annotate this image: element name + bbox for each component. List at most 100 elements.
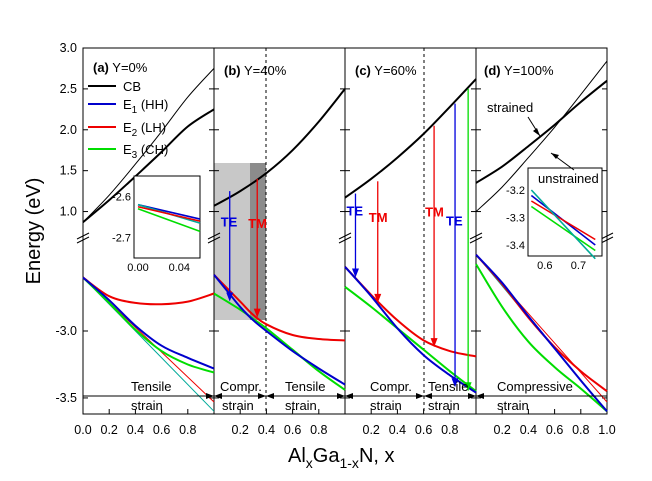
x-tick-label: 0.4 bbox=[127, 423, 144, 437]
x-tick-label: 0.8 bbox=[310, 423, 327, 437]
x-tick-label: 0.2 bbox=[363, 423, 380, 437]
inset-d-layer: 0.6 0.7 -3.2 -3.3 -3.4 bbox=[506, 185, 596, 272]
inset-d-x-tick: 0.7 bbox=[571, 260, 586, 272]
transition-arrowhead-2-2 bbox=[430, 338, 438, 348]
e2-line-0 bbox=[82, 276, 215, 306]
x-tick-label: 0.6 bbox=[415, 423, 432, 437]
annotation-strained-arrowhead bbox=[533, 128, 540, 136]
strain-c-right-top: Tensile bbox=[428, 379, 468, 394]
strain-b-right-bottom: strain bbox=[285, 398, 317, 413]
x-tick-label: 0.6 bbox=[284, 423, 301, 437]
panel-c-label: (c) Y=60% bbox=[355, 63, 417, 78]
y-tick-label: 1.5 bbox=[60, 164, 77, 178]
transition-label-1-0: TE bbox=[221, 214, 238, 229]
e3-line-0 bbox=[82, 276, 215, 374]
transition-arrowhead-2-0 bbox=[351, 268, 359, 278]
annotation-unstrained-arrowhead bbox=[551, 153, 559, 159]
strain-b-left-top: Compr. bbox=[220, 379, 262, 394]
legend-label-e3: E3 (CH) bbox=[123, 142, 168, 161]
x-tick-label: 0.2 bbox=[232, 423, 249, 437]
inset-d-line bbox=[530, 189, 596, 260]
y-tick-label: 1.0 bbox=[60, 205, 77, 219]
cb-strained-line-3 bbox=[475, 79, 608, 184]
strain-c-right-bottom: strain bbox=[428, 398, 460, 413]
strain-c-left-top: Compr. bbox=[370, 379, 412, 394]
y-axis-title: Energy (eV) bbox=[23, 178, 45, 285]
inset-d-y-tick: -3.3 bbox=[506, 213, 525, 225]
x-tick-label: 0.6 bbox=[153, 423, 170, 437]
x-tick-label: 0.2 bbox=[494, 423, 511, 437]
x-tick-label: 0.4 bbox=[389, 423, 406, 437]
inset-d-y-tick: -3.2 bbox=[506, 185, 525, 197]
axis-break-marks bbox=[76, 232, 614, 244]
legend-label-e2: E2 (LH) bbox=[123, 120, 166, 139]
inset-a-x-tick: 0.00 bbox=[127, 262, 148, 274]
y-tick-label: -3.0 bbox=[55, 324, 77, 338]
cb-unstrained-line-3 bbox=[475, 60, 608, 212]
inset-d-y-tick: -3.4 bbox=[506, 240, 525, 252]
panel-b-label: (b) Y=40% bbox=[224, 63, 287, 78]
strain-a-top: Tensile bbox=[131, 379, 171, 394]
strain-c-left-bottom: strain bbox=[370, 398, 402, 413]
inset-d-x-tick: 0.6 bbox=[537, 260, 552, 272]
transition-label-1-1: TM bbox=[248, 216, 267, 231]
legend-label-e1: E1 (HH) bbox=[123, 97, 168, 116]
cb-line-1 bbox=[213, 88, 346, 207]
y-tick-label: 3.0 bbox=[60, 41, 77, 55]
transition-label-2-0: TE bbox=[346, 204, 363, 219]
inset-a-y-tick: -2.7 bbox=[112, 233, 131, 245]
legend-label-cb: CB bbox=[123, 79, 141, 94]
inset-a-x-tick: 0.04 bbox=[169, 262, 190, 274]
e1-line-3 bbox=[475, 254, 608, 412]
ticks-layer: 1.0 1.5 2.0 2.5 3.0 -3.5 -3.0 0.0 0.2 0.4 0.6 0.8 0.… bbox=[55, 41, 615, 437]
cb-unstrained-line-0 bbox=[82, 68, 215, 223]
y-tick-label: -3.5 bbox=[55, 391, 77, 405]
strain-d-top: Compressive bbox=[497, 379, 573, 394]
transition-label-2-2: TM bbox=[425, 204, 444, 219]
annotation-strained: strained bbox=[487, 100, 533, 115]
legend: CB E1 (HH) E2 (LH) E3 (CH) bbox=[88, 79, 168, 161]
x-tick-label: 1.0 bbox=[598, 423, 615, 437]
e2-line-1 bbox=[213, 274, 346, 342]
inset-a-y-tick: -2.6 bbox=[112, 192, 131, 204]
cb-strained-line-0 bbox=[82, 108, 215, 223]
x-tick-label: 0.8 bbox=[441, 423, 458, 437]
x-tick-label: 0.2 bbox=[101, 423, 118, 437]
transition-arrowhead-2-3 bbox=[451, 378, 459, 388]
transition-label-2-3: TE bbox=[446, 213, 463, 228]
x-tick-label: 0.4 bbox=[520, 423, 537, 437]
x-tick-label: 0.8 bbox=[572, 423, 589, 437]
x-tick-label: 0.4 bbox=[258, 423, 275, 437]
inset-d-line bbox=[530, 200, 596, 241]
shade-dark-region bbox=[250, 163, 266, 320]
e1-line-1 bbox=[213, 274, 346, 386]
transition-label-2-1: TM bbox=[369, 210, 388, 225]
inset-a-line bbox=[137, 208, 201, 233]
panel-d-label: (d) Y=100% bbox=[484, 63, 554, 78]
strain-a-bottom: strain bbox=[131, 398, 163, 413]
inset-d-line bbox=[530, 205, 596, 252]
cb-line-2 bbox=[344, 78, 477, 199]
e3-line-2 bbox=[344, 286, 477, 393]
y-tick-label: 2.5 bbox=[60, 82, 77, 96]
transition-arrowhead-2-4 bbox=[464, 382, 472, 392]
transition-arrowhead-2-1 bbox=[374, 293, 382, 303]
annotation-unstrained: unstrained bbox=[538, 171, 599, 186]
transition-arrowhead-1-1 bbox=[253, 308, 261, 318]
transition-arrowhead-1-0 bbox=[226, 292, 234, 302]
x-tick-label: 0.0 bbox=[74, 423, 91, 437]
y-tick-label: 2.0 bbox=[60, 123, 77, 137]
strain-bar-arrows bbox=[206, 393, 484, 399]
strain-d-bottom: strain bbox=[497, 398, 529, 413]
e3-line-3 bbox=[475, 263, 608, 413]
panel-a-label: (a) Y=0% bbox=[93, 60, 148, 75]
x-tick-label: 0.8 bbox=[179, 423, 196, 437]
strain-b-right-top: Tensile bbox=[285, 379, 325, 394]
x-tick-label: 0.6 bbox=[546, 423, 563, 437]
e1-line-2 bbox=[344, 266, 477, 394]
x-axis-title: AlxGa1-xN, x bbox=[288, 445, 395, 471]
e3-line-1 bbox=[213, 292, 346, 391]
inset-a-layer: 0.00 0.04 -2.6 -2.7 bbox=[112, 192, 201, 274]
